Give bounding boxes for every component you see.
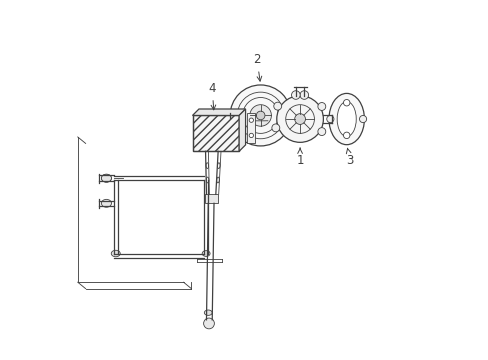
Polygon shape	[239, 109, 245, 151]
Ellipse shape	[328, 93, 364, 145]
Circle shape	[276, 96, 323, 142]
Ellipse shape	[202, 251, 210, 256]
Circle shape	[300, 91, 308, 99]
Ellipse shape	[101, 199, 111, 207]
Text: 2: 2	[253, 53, 261, 81]
Bar	[192, 116, 239, 151]
Circle shape	[249, 105, 271, 126]
Text: 4: 4	[208, 82, 216, 110]
Bar	[192, 116, 239, 151]
Polygon shape	[192, 109, 245, 116]
Circle shape	[256, 111, 264, 120]
Circle shape	[317, 103, 325, 111]
Text: 1: 1	[296, 148, 303, 167]
Ellipse shape	[101, 174, 111, 182]
Circle shape	[317, 128, 325, 135]
Text: 3: 3	[346, 148, 353, 167]
Circle shape	[273, 102, 281, 110]
Circle shape	[326, 116, 333, 123]
Circle shape	[359, 116, 366, 123]
Ellipse shape	[101, 174, 111, 182]
Circle shape	[249, 118, 253, 122]
Bar	[204, 194, 217, 203]
Circle shape	[203, 318, 214, 329]
Circle shape	[343, 99, 349, 106]
Circle shape	[294, 114, 305, 125]
Ellipse shape	[204, 310, 212, 315]
Circle shape	[271, 124, 279, 132]
Circle shape	[343, 132, 349, 139]
Ellipse shape	[111, 250, 120, 257]
Circle shape	[291, 91, 300, 99]
Circle shape	[230, 85, 290, 146]
Polygon shape	[247, 113, 255, 143]
Circle shape	[249, 133, 253, 138]
Ellipse shape	[336, 102, 356, 136]
